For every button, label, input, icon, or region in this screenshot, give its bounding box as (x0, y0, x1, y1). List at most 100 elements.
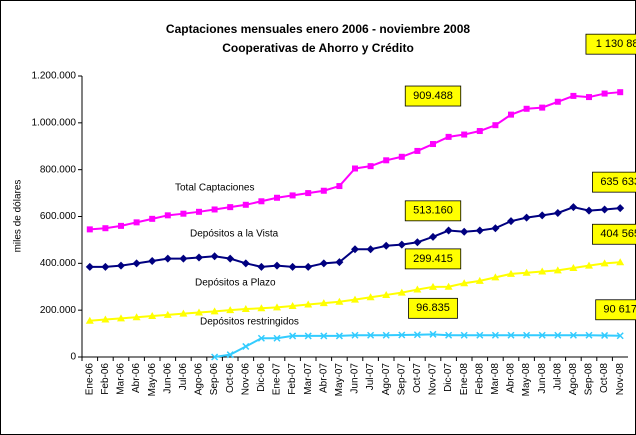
marker (413, 331, 421, 339)
marker (569, 331, 577, 339)
marker (85, 316, 94, 324)
marker (195, 253, 203, 262)
marker (304, 300, 313, 308)
x-tick-label: Feb-07 (287, 363, 298, 395)
series-name: Depósitos restringidos (200, 317, 299, 328)
marker (460, 331, 468, 339)
data-label-box (585, 33, 636, 55)
data-label-box (404, 248, 462, 270)
data-label: 909.488 (413, 90, 453, 102)
marker (352, 165, 358, 172)
marker (382, 241, 391, 250)
marker (319, 259, 328, 268)
marker (132, 259, 141, 268)
marker (132, 313, 141, 321)
marker (460, 279, 469, 287)
marker (382, 290, 391, 298)
marker (101, 262, 110, 271)
data-label: 90 617 (603, 304, 636, 316)
marker (616, 204, 625, 213)
marker (569, 264, 578, 272)
marker (227, 204, 234, 211)
marker (180, 210, 187, 217)
marker (288, 262, 297, 271)
marker (319, 299, 328, 307)
marker (414, 147, 421, 154)
x-tick-label: Ago-08 (568, 363, 579, 396)
marker (616, 332, 624, 340)
series-name: Depósitos a la Vista (190, 229, 279, 240)
marker (289, 192, 296, 199)
x-tick-label: Jul-07 (365, 363, 376, 391)
marker (102, 225, 109, 232)
marker (507, 217, 515, 226)
marker (148, 256, 157, 265)
marker (85, 262, 94, 271)
series-name: Depósitos a Plazo (195, 278, 276, 289)
data-label: 513.160 (413, 205, 453, 217)
marker (241, 259, 250, 268)
marker (554, 331, 562, 339)
marker (585, 261, 593, 269)
data-label: 404 565 (600, 228, 636, 240)
marker (570, 92, 577, 99)
marker (476, 128, 483, 135)
marker (242, 201, 249, 208)
data-label-box (404, 85, 462, 107)
marker (491, 273, 500, 281)
marker (195, 308, 203, 316)
chart-subtitle: Cooperativas de Ahorro y Crédito (222, 41, 414, 55)
marker (288, 301, 297, 309)
marker (492, 122, 499, 129)
x-tick-label: Nov-07 (428, 363, 439, 396)
data-label-box (408, 297, 458, 319)
marker (351, 245, 359, 254)
x-tick-label: Nov-06 (240, 363, 251, 396)
marker (507, 269, 515, 277)
data-label-box (592, 223, 636, 245)
marker (196, 208, 202, 215)
y-tick-label: 0 (70, 352, 76, 363)
data-label-box (404, 200, 462, 222)
data-label-box (592, 171, 636, 193)
y-tick-label: 600.000 (40, 211, 77, 222)
marker (179, 254, 188, 263)
marker (335, 297, 344, 305)
marker (585, 206, 593, 215)
marker (336, 183, 343, 190)
marker (569, 203, 578, 212)
x-tick-label: Nov-08 (615, 363, 626, 396)
x-tick-label: Jun-07 (350, 363, 361, 394)
marker (475, 276, 484, 284)
marker (210, 307, 219, 315)
y-tick-label: 400.000 (40, 258, 77, 269)
marker (538, 211, 547, 220)
marker (226, 351, 234, 359)
marker (179, 309, 188, 317)
marker (258, 198, 265, 205)
marker (413, 238, 422, 247)
marker (117, 261, 125, 270)
x-tick-label: Ene-07 (272, 363, 283, 396)
marker (553, 208, 562, 217)
data-label: 635 633 (600, 176, 636, 188)
x-tick-label: Abr-06 (131, 363, 142, 393)
data-label: 96.835 (416, 302, 450, 314)
marker (242, 342, 250, 350)
marker (538, 267, 547, 275)
marker (586, 94, 592, 101)
y-tick-label: 1.200.000 (32, 71, 77, 82)
marker (601, 90, 608, 97)
marker (600, 205, 609, 214)
y-tick-label: 1.000.000 (32, 117, 77, 128)
marker (585, 331, 593, 339)
marker (445, 331, 453, 339)
x-tick-label: Ene-06 (84, 363, 95, 396)
marker (163, 254, 172, 263)
marker (133, 219, 140, 226)
x-tick-label: Ene-08 (459, 363, 470, 396)
x-tick-label: Ago-07 (381, 363, 392, 396)
x-tick-label: Jul-06 (178, 363, 189, 391)
x-tick-label: May-06 (147, 363, 158, 397)
